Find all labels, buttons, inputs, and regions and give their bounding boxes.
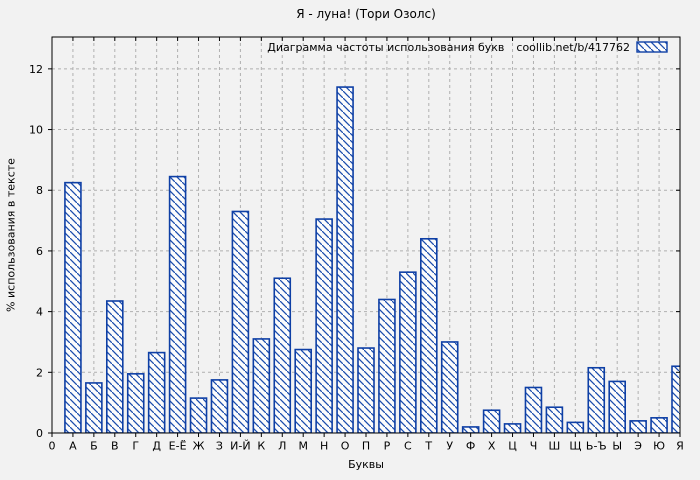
- x-tick-label: Ы: [612, 440, 622, 453]
- y-tick-label: 10: [29, 124, 43, 137]
- x-tick-label: С: [404, 440, 412, 453]
- x-axis-title: Буквы: [348, 458, 384, 471]
- y-tick-label: 6: [36, 245, 43, 258]
- x-tick-label: Л: [278, 440, 286, 453]
- bar-М: [294, 348, 313, 433]
- bar-Т: [419, 237, 438, 433]
- bar-О: [336, 86, 354, 433]
- x-tick-label: Х: [488, 440, 496, 453]
- x-tick-label: Ф: [466, 440, 475, 453]
- y-axis-title: % использования в тексте: [4, 158, 18, 312]
- bar-Ы: [608, 380, 627, 433]
- bar-Д: [147, 351, 166, 433]
- x-tick-label: О: [341, 440, 350, 453]
- bar-Ш: [545, 406, 564, 433]
- x-tick-label: Ш: [549, 440, 561, 453]
- x-tick-label: Ч: [530, 440, 538, 453]
- x-tick-label: К: [257, 440, 265, 453]
- bar-Ю: [650, 417, 668, 433]
- x-tick-label: Ж: [193, 440, 205, 453]
- x-tick-label: У: [446, 440, 453, 453]
- bar-С: [399, 271, 417, 433]
- x-tick-label: З: [216, 440, 223, 453]
- legend-source-link: coollib.net/b/417762: [516, 41, 630, 54]
- bar-А: [64, 181, 82, 433]
- x-tick-label: В: [111, 440, 119, 453]
- x-tick-label: Е-Ё: [169, 440, 187, 453]
- x-tick-label: М: [298, 440, 308, 453]
- bar-Ч: [524, 386, 543, 433]
- bar-У: [440, 341, 459, 433]
- chart-title: Я - луна! (Тори Озолс): [296, 7, 436, 21]
- x-tick-label: Ц: [508, 440, 517, 453]
- x-tick-label: Д: [152, 440, 161, 453]
- y-tick-label: 4: [36, 306, 43, 319]
- x-tick-label: Г: [132, 440, 139, 453]
- x-tick-label: Б: [90, 440, 98, 453]
- legend: Диаграмма частоты использования букв coo…: [267, 41, 630, 54]
- y-tick-label: 8: [36, 184, 43, 197]
- x-tick-label: Ь-Ъ: [586, 440, 607, 453]
- bar-Э: [629, 420, 647, 433]
- x-tick-label: Я: [676, 440, 684, 453]
- bar-Ф: [461, 426, 480, 433]
- bar-Ь-Ъ: [587, 366, 606, 433]
- x-tick-label: И-Й: [230, 440, 250, 453]
- bar-Л: [273, 277, 292, 433]
- bar-И-Й: [231, 210, 250, 433]
- bar-Б: [85, 382, 103, 433]
- bar-Ц: [503, 423, 522, 433]
- x-tick-label: Щ: [569, 440, 581, 453]
- x-tick-label: Р: [384, 440, 391, 453]
- y-tick-label: 12: [29, 63, 43, 76]
- bar-Е-Ё: [168, 175, 187, 433]
- bar-Щ: [566, 421, 585, 433]
- bar-В: [106, 300, 124, 433]
- x-tick-label: Ю: [653, 440, 665, 453]
- bar-Х: [482, 409, 501, 433]
- bar-К: [252, 338, 271, 433]
- bar-Р: [378, 298, 396, 433]
- bar-Н: [315, 218, 333, 433]
- legend-label: Диаграмма частоты использования букв: [267, 41, 505, 54]
- bar-Ж: [189, 397, 208, 433]
- axis-ticks: [48, 37, 681, 437]
- x-tick-label: А: [69, 440, 77, 453]
- bars: [64, 86, 680, 433]
- bar-Г: [126, 373, 145, 433]
- x-tick-label: Э: [634, 440, 642, 453]
- bar-Я: [671, 365, 680, 433]
- bar-П: [357, 347, 375, 433]
- y-tick-label: 2: [36, 366, 43, 379]
- x-tick-label: Н: [320, 440, 328, 453]
- x-tick-label: Т: [424, 440, 432, 453]
- y-tick-label: 0: [36, 427, 43, 440]
- bar-З: [210, 379, 229, 433]
- x-tick-label: П: [362, 440, 370, 453]
- x-tick-label: 0: [49, 440, 56, 453]
- legend-swatch: [636, 41, 668, 53]
